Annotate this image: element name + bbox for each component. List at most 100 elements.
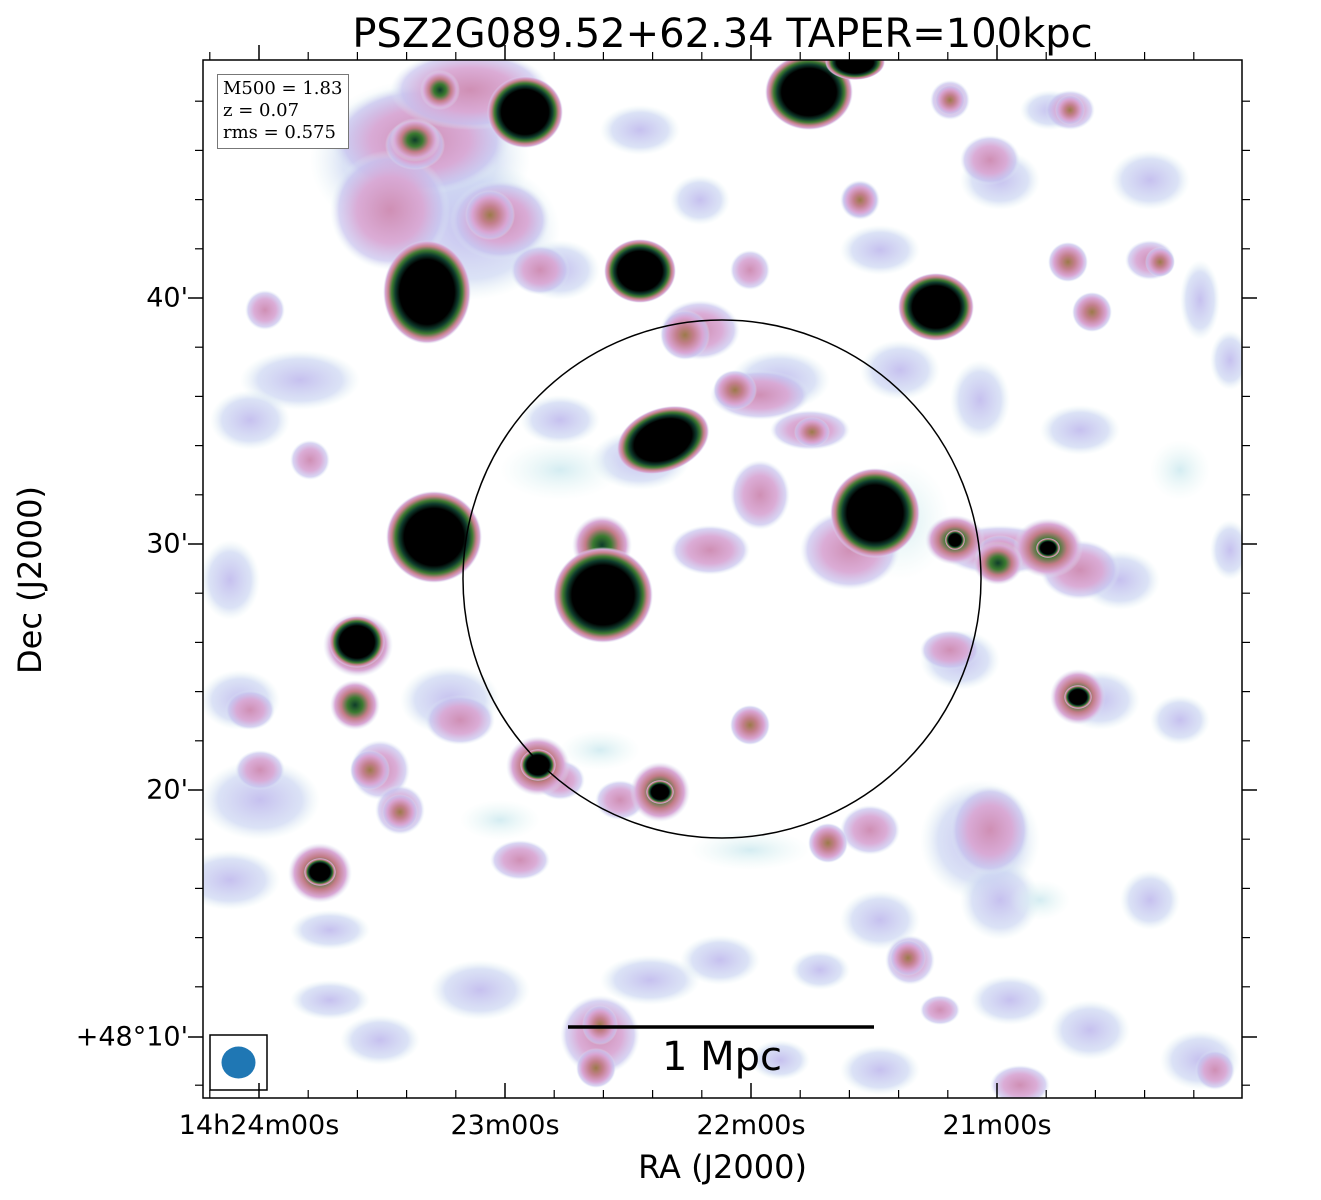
pink-emission <box>425 695 495 745</box>
x-axis-label: RA (J2000) <box>638 1148 807 1186</box>
faint-emission <box>203 760 320 840</box>
teal-emission <box>1150 440 1210 500</box>
y-tick-label: 40' <box>146 282 188 314</box>
pink-emission <box>1195 1050 1235 1090</box>
pink-emission <box>225 690 275 730</box>
compact-source <box>898 273 974 341</box>
faint-emission <box>600 105 680 155</box>
green-emission <box>330 680 380 730</box>
r500-circle <box>462 319 982 839</box>
faint-emission <box>1150 695 1210 745</box>
scale-bar-label: 1 Mpc <box>661 1034 783 1080</box>
compact-source <box>1036 538 1060 558</box>
rose-emission <box>582 1005 618 1045</box>
teal-emission <box>690 830 810 870</box>
rose-emission <box>382 794 418 830</box>
pink-emission <box>920 630 980 670</box>
green-emission <box>420 70 460 110</box>
pink-emission <box>670 525 750 575</box>
faint-emission <box>790 950 850 990</box>
info-box: M500 = 1.83 z = 0.07 rms = 0.575 <box>217 74 350 149</box>
info-mass: M500 = 1.83 <box>223 78 343 99</box>
pink-emission <box>290 440 330 480</box>
rose-emission <box>808 823 848 863</box>
beam-ellipse <box>221 1046 256 1079</box>
faint-emission <box>860 340 940 400</box>
y-tick-label: 20' <box>146 774 188 806</box>
faint-emission <box>1120 870 1180 930</box>
pink-emission <box>730 460 790 530</box>
compact-source <box>1064 685 1092 709</box>
rose-emission <box>890 940 926 976</box>
faint-emission <box>290 910 370 950</box>
teal-emission <box>460 800 540 840</box>
pink-emission <box>840 805 900 855</box>
faint-emission <box>210 390 290 450</box>
faint-emission <box>340 1015 420 1065</box>
faint-emission <box>840 890 920 950</box>
faint-emission <box>1040 405 1120 455</box>
teal-emission <box>500 440 620 500</box>
faint-emission <box>1210 520 1242 580</box>
faint-emission <box>680 935 760 985</box>
pink-emission <box>510 245 570 295</box>
compact-source <box>945 530 965 550</box>
green-emission <box>973 541 1023 585</box>
teal-emission <box>560 730 640 770</box>
pink-emission <box>920 995 960 1025</box>
compact-source <box>383 240 471 344</box>
pink-emission <box>245 290 285 330</box>
compact-source <box>487 76 563 148</box>
compact-source <box>616 405 710 475</box>
axis-ticks <box>188 45 1257 1098</box>
compact-source <box>329 616 385 668</box>
rose-emission <box>465 190 515 240</box>
x-tick-label: 21m00s <box>942 1110 1052 1141</box>
faint-emission <box>960 860 1040 940</box>
rose-emission <box>576 1048 616 1088</box>
compact-source <box>765 60 853 130</box>
y-tick-label: +48°10' <box>75 1021 188 1053</box>
x-tick-label: 23m00s <box>450 1110 560 1141</box>
pink-emission <box>990 1065 1050 1098</box>
chart-title: PSZ2G089.52+62.34 TAPER=100kpc <box>352 11 1093 57</box>
faint-emission <box>840 1045 920 1095</box>
rose-emission <box>1072 292 1112 332</box>
faint-emission <box>950 360 1010 440</box>
compact-source <box>825 60 885 80</box>
faint-emission <box>670 175 730 225</box>
faint-emission <box>750 1040 810 1080</box>
y-tick-label: 30' <box>146 528 188 560</box>
x-tick-label: 14h24m00s <box>178 1110 340 1141</box>
rose-emission <box>730 705 770 745</box>
faint-emission <box>1050 1000 1130 1060</box>
compact-source <box>304 858 336 886</box>
pink-emission <box>730 250 770 290</box>
rose-emission <box>842 182 878 218</box>
green-emission <box>390 118 440 162</box>
compact-source <box>604 239 676 303</box>
pink-emission <box>235 750 285 790</box>
faint-emission <box>1110 150 1190 210</box>
info-redshift: z = 0.07 <box>223 100 300 121</box>
y-axis-label: Dec (J2000) <box>11 486 49 674</box>
rose-emission <box>713 370 757 410</box>
teal-emission <box>1010 880 1070 920</box>
faint-emission <box>203 850 280 910</box>
faint-emission <box>520 395 600 445</box>
faint-emission <box>840 225 920 275</box>
rose-emission <box>1048 242 1088 282</box>
faint-emission <box>203 540 260 620</box>
info-rms: rms = 0.575 <box>223 122 336 143</box>
compact-source <box>553 547 653 643</box>
compact-source <box>646 780 674 804</box>
rose-emission <box>794 417 830 447</box>
emission-layer <box>203 60 1242 1098</box>
faint-emission <box>1210 330 1242 390</box>
plot-frame <box>202 59 1243 1099</box>
faint-emission <box>970 975 1050 1025</box>
pink-emission <box>950 785 1030 875</box>
pink-emission <box>490 840 550 880</box>
rose-emission <box>1145 247 1175 277</box>
